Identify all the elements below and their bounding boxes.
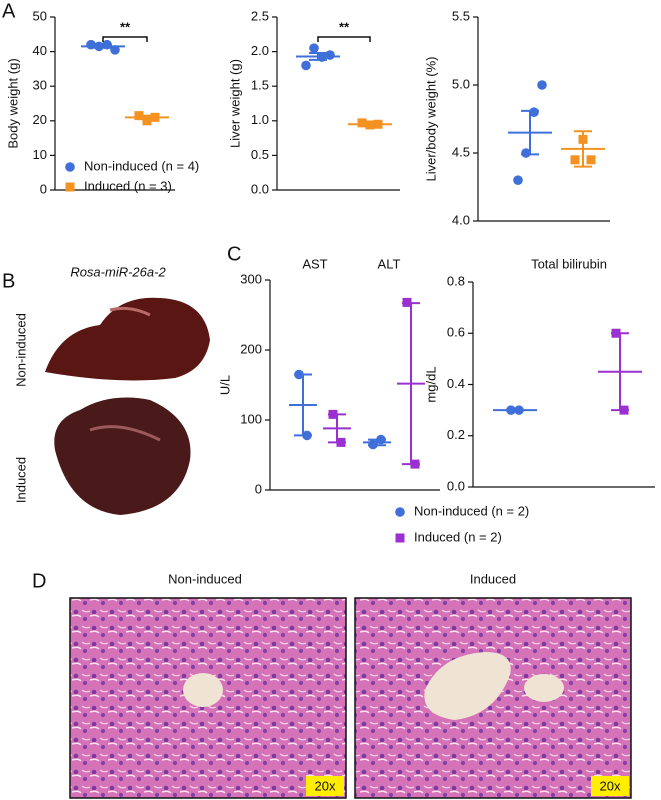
y-tick-label: 5.5 [452,8,470,23]
category-label: AST [302,256,327,271]
data-point [357,118,367,128]
data-point [570,155,580,165]
liver-photo [45,297,210,381]
data-point [529,107,539,117]
data-point [309,43,319,53]
data-point [317,52,327,62]
data-point [514,405,524,415]
row-label: Induced [13,457,28,503]
y-tick-label: 5.0 [452,76,470,91]
legend-marker [395,533,405,543]
data-point [521,148,531,158]
legend-marker [65,162,75,172]
data-point [365,120,375,130]
y-tick-label: 20 [33,112,47,127]
data-point [86,39,96,50]
legend-marker [65,182,75,192]
y-tick-label: 4.0 [452,212,470,227]
y-tick-label: 1.5 [251,78,269,93]
column-title: Induced [470,571,516,586]
y-tick-label: 30 [33,78,47,93]
legend-marker [395,507,405,517]
significance-bracket [317,36,371,42]
legend-label: Non-induced (n = 2) [414,503,529,518]
data-point [302,430,312,441]
y-axis-label: U/L [217,375,232,395]
category-label: ALT [378,256,401,271]
y-tick-label: 0 [40,181,47,196]
y-tick-label: 10 [33,147,47,162]
data-point [611,328,621,338]
data-point [619,405,629,415]
data-point [134,111,144,121]
y-tick-label: 2.5 [251,8,269,23]
data-point [506,405,516,415]
data-point [578,134,588,144]
data-point [150,112,160,122]
data-point [402,297,412,307]
data-point [586,155,596,165]
panel-label: B [2,270,15,292]
vessel [424,652,511,720]
magnification: 20x [315,778,336,793]
data-point [336,437,346,447]
y-axis-label: Liver weight (g) [227,59,242,148]
y-axis-label: Body weight (g) [5,58,20,148]
data-point [142,116,152,126]
vessel [524,674,564,702]
data-point [102,39,112,50]
photo-title: Rosa-miR-26a-2 [70,264,166,279]
y-tick-label: 0.6 [447,325,465,340]
data-point [325,50,335,60]
data-point [373,119,383,129]
magnification-badge [591,776,629,796]
column-title: Non-induced [168,571,242,586]
data-point [368,439,378,450]
data-point [301,60,311,71]
significance: ** [339,19,350,34]
legend-label: Induced (n = 2) [414,529,502,544]
y-tick-label: 0.8 [447,273,465,288]
panel-label: A [2,0,16,22]
panel-label: C [227,243,241,265]
significance: ** [120,19,131,34]
row-label: Non-induced [13,313,28,387]
data-point [376,434,386,445]
magnification: 20x [600,778,621,793]
data-point [294,369,304,380]
y-tick-label: 50 [33,8,47,23]
magnification-badge [306,776,344,796]
y-tick-label: 0 [255,481,262,496]
y-tick-label: 100 [240,411,262,426]
panel-label: D [32,570,46,592]
data-point [94,41,104,52]
y-tick-label: 40 [33,43,47,58]
y-tick-label: 1.0 [251,112,269,127]
legend-label: Induced (n = 3) [84,178,172,193]
y-tick-label: 200 [240,341,262,356]
y-tick-label: 0.2 [447,427,465,442]
vessel [183,673,223,707]
liver-photo [54,397,191,515]
significance-bracket [102,36,148,42]
liver-highlight [109,306,151,317]
y-tick-label: 0.0 [251,181,269,196]
y-tick-label: 0.4 [447,376,465,391]
y-tick-label: 0.5 [251,147,269,162]
y-axis-label: mg/dL [423,366,438,402]
data-point [537,80,547,90]
liver-highlight [89,425,161,442]
y-tick-label: 0.0 [447,478,465,493]
y-tick-label: 4.5 [452,144,470,159]
y-tick-label: 300 [240,271,262,286]
data-point [513,175,523,185]
data-point [110,45,120,55]
y-tick-label: 2.0 [251,43,269,58]
chart-title: Total bilirubin [531,256,607,271]
y-axis-label: Liver/body weight (%) [423,57,438,182]
data-point [328,409,338,419]
data-point [410,459,420,469]
legend-label: Non-induced (n = 4) [84,158,199,173]
